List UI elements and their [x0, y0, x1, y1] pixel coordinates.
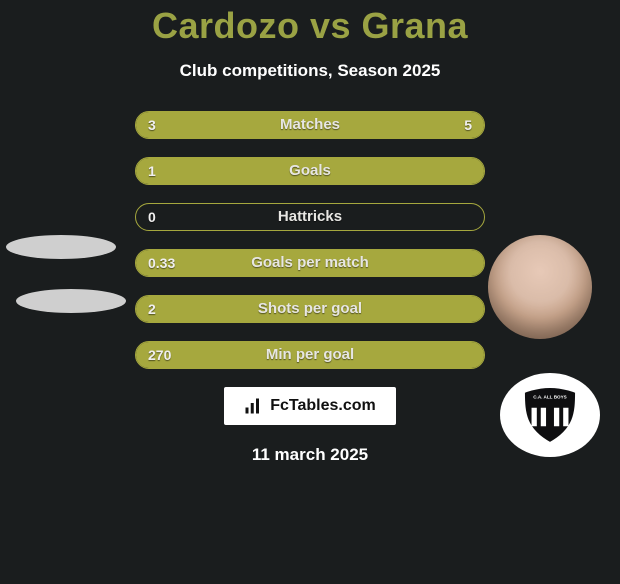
stat-row: 0Hattricks	[135, 203, 485, 231]
stat-row: 0.33Goals per match	[135, 249, 485, 277]
right-player-avatar	[488, 235, 592, 339]
content-area: C.A. ALL BOYS 35Matches1Goals0Hattricks0…	[0, 111, 620, 369]
page-title: Cardozo vs Grana	[0, 4, 620, 47]
stat-label: Goals	[136, 158, 484, 184]
stat-label: Shots per goal	[136, 296, 484, 322]
brand-text: FcTables.com	[270, 397, 376, 415]
brand-bars-icon	[244, 397, 262, 415]
left-club-placeholder-icon	[16, 289, 126, 313]
stat-label: Min per goal	[136, 342, 484, 368]
shield-icon: C.A. ALL BOYS	[517, 384, 583, 446]
stat-label: Hattricks	[136, 204, 484, 230]
stat-label: Goals per match	[136, 250, 484, 276]
left-player-placeholder-icon	[6, 235, 116, 259]
stat-row: 35Matches	[135, 111, 485, 139]
subtitle: Club competitions, Season 2025	[0, 61, 620, 81]
stat-row: 1Goals	[135, 157, 485, 185]
brand-badge: FcTables.com	[224, 387, 396, 425]
comparison-card: Cardozo vs Grana Club competitions, Seas…	[0, 4, 620, 584]
club-badge-text: C.A. ALL BOYS	[533, 395, 567, 400]
stat-row: 270Min per goal	[135, 341, 485, 369]
stat-bars: 35Matches 1Goals 0Hattricks 0.33Goals per m…	[135, 111, 485, 369]
right-club-badge: C.A. ALL BOYS	[500, 373, 600, 457]
stat-label: Matches	[136, 112, 484, 138]
stat-row: 2Shots per goal	[135, 295, 485, 323]
